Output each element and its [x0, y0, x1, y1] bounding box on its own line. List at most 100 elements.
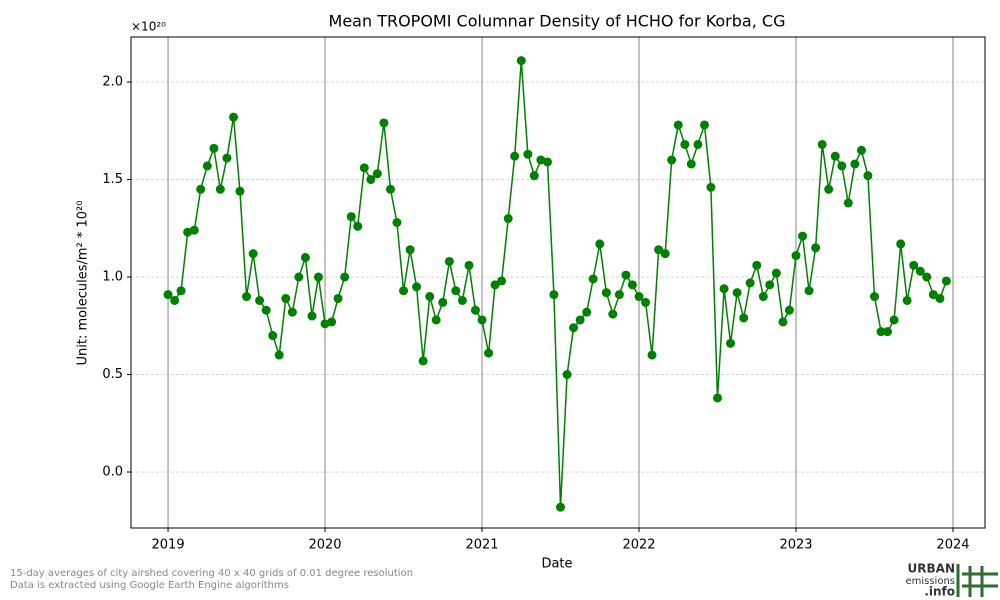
data-point [856, 145, 866, 155]
data-point [726, 338, 736, 348]
data-point [673, 120, 683, 130]
data-point [582, 307, 592, 317]
data-point [196, 184, 206, 194]
data-point [163, 290, 173, 300]
data-point [830, 151, 840, 161]
data-point [706, 182, 716, 192]
data-point [372, 169, 382, 179]
data-point [889, 315, 899, 325]
data-point [843, 198, 853, 208]
data-point [510, 151, 520, 161]
data-point [340, 272, 350, 282]
data-point [274, 350, 284, 360]
logo-text: .info [924, 585, 955, 599]
data-point [542, 157, 552, 167]
data-point [588, 274, 598, 284]
data-line [167, 60, 948, 508]
data-point [765, 280, 775, 290]
data-point [248, 249, 258, 259]
data-point [824, 184, 834, 194]
data-point [634, 292, 644, 302]
data-point [523, 149, 533, 159]
data-point [667, 155, 677, 165]
data-point [935, 293, 945, 303]
plot-frame [130, 36, 986, 529]
logo-icon [956, 564, 998, 597]
y-tick-label: 1.5 [102, 172, 123, 187]
y-multiplier: ×10²⁰ [131, 20, 166, 34]
y-tick-label: 0.5 [102, 367, 123, 382]
footnote: Data is extracted using Google Earth Eng… [10, 580, 289, 591]
data-point [693, 139, 703, 149]
data-point [784, 305, 794, 315]
data-point [327, 317, 337, 327]
data-point [189, 225, 199, 235]
data-point [712, 393, 722, 403]
data-point [516, 56, 526, 66]
x-tick-label: 2020 [308, 538, 341, 553]
data-point [641, 297, 651, 307]
data-point [176, 286, 186, 296]
data-point [732, 288, 742, 298]
data-point [556, 502, 566, 512]
data-point [614, 290, 624, 300]
data-point [209, 143, 219, 153]
data-point [242, 292, 252, 302]
data-point [529, 171, 539, 181]
x-tick-label: 2022 [622, 538, 655, 553]
data-point [575, 315, 585, 325]
data-point [817, 139, 827, 149]
data-point [235, 186, 245, 196]
x-tick-label: 2021 [465, 538, 498, 553]
data-point [569, 323, 579, 333]
data-point [941, 276, 951, 286]
chart-title: Mean TROPOMI Columnar Density of HCHO fo… [329, 12, 786, 31]
data-point [333, 293, 343, 303]
data-point [601, 288, 611, 298]
data-point [869, 292, 879, 302]
data-point [850, 159, 860, 169]
data-point [811, 243, 821, 253]
data-point [490, 280, 500, 290]
data-point [699, 120, 709, 130]
data-point [909, 260, 919, 270]
data-point [503, 214, 513, 224]
data-point [412, 282, 422, 292]
data-point [313, 272, 323, 282]
data-point [359, 163, 369, 173]
data-point [307, 311, 317, 321]
data-point [883, 327, 893, 337]
y-tick-label: 2.0 [102, 75, 123, 90]
data-point [438, 297, 448, 307]
data-point [719, 284, 729, 294]
data-point [470, 305, 480, 315]
data-point [215, 184, 225, 194]
data-point [680, 139, 690, 149]
data-point [562, 370, 572, 380]
data-point [477, 315, 487, 325]
x-tick-label: 2023 [779, 538, 812, 553]
data-point [229, 112, 239, 122]
data-point [255, 295, 265, 305]
data-point [484, 348, 494, 358]
data-point [928, 290, 938, 300]
data-point [464, 260, 474, 270]
data-point [758, 292, 768, 302]
data-point [379, 118, 389, 128]
data-point [222, 153, 232, 163]
data-point [837, 161, 847, 171]
data-point [202, 161, 212, 171]
data-point [261, 305, 271, 315]
data-point [170, 295, 180, 305]
data-point [896, 239, 906, 249]
logo-text: URBAN [908, 562, 955, 576]
data-point [915, 266, 925, 276]
data-point [627, 280, 637, 290]
data-point [418, 356, 428, 366]
data-point [346, 212, 356, 222]
data-point [771, 268, 781, 278]
data-point [425, 292, 435, 302]
x-axis-label: Date [541, 557, 572, 572]
data-point [660, 249, 670, 259]
data-point [294, 272, 304, 282]
